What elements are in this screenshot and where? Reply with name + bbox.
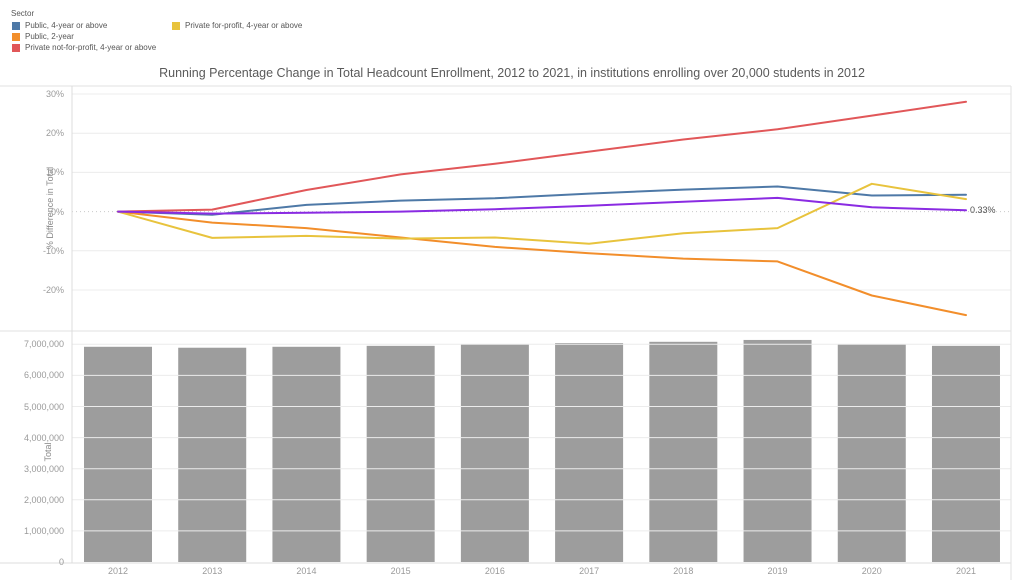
bar-2018[interactable] bbox=[649, 341, 718, 562]
line-chart-y-tick-label: -10% bbox=[42, 245, 64, 256]
line-series-private-not-for-profit-4-year-or-above[interactable] bbox=[117, 100, 967, 213]
bar-chart-y-tick-label: 7,000,000 bbox=[23, 339, 64, 350]
x-axis-year-label: 2018 bbox=[673, 566, 694, 576]
line-series-public-4-year-or-above[interactable] bbox=[117, 185, 967, 216]
x-axis-year-label: 2019 bbox=[767, 566, 788, 576]
legend-item-private-for-profit-4-year-or-above[interactable]: Private for-profit, 4-year or above bbox=[172, 20, 302, 31]
bar-chart-y-tick-label: 3,000,000 bbox=[23, 463, 64, 474]
bar-2017[interactable] bbox=[555, 343, 624, 562]
bar-chart-y-tick-label: 6,000,000 bbox=[23, 370, 64, 381]
bar-chart-y-tick-label: 4,000,000 bbox=[23, 432, 64, 443]
legend-item-label: Private not-for-profit, 4-year or above bbox=[25, 43, 157, 52]
legend-column-1: Public, 4-year or above Public, 2-year Pri… bbox=[12, 20, 156, 53]
legend-item-label: Public, 4-year or above bbox=[25, 21, 108, 30]
legend-column-2: Private for-profit, 4-year or above bbox=[172, 20, 302, 31]
x-axis-year-label: 2017 bbox=[579, 566, 600, 576]
chart-title: Running Percentage Change in Total Headc… bbox=[159, 66, 865, 80]
legend-item-public-2-year[interactable]: Public, 2-year bbox=[12, 31, 156, 42]
line-chart-y-tick-label: -20% bbox=[42, 285, 64, 295]
legend-swatch bbox=[12, 21, 20, 30]
legend-swatch bbox=[172, 21, 180, 30]
legend-title: Sector bbox=[11, 9, 35, 18]
x-axis-year-label: 2014 bbox=[296, 566, 317, 576]
legend-swatch bbox=[12, 32, 20, 41]
bar-chart-y-tick-label: 1,000,000 bbox=[23, 525, 64, 536]
bar-2021[interactable] bbox=[931, 345, 1000, 562]
x-axis-year-label: 2021 bbox=[955, 566, 976, 576]
bar-2014[interactable] bbox=[272, 346, 341, 562]
legend-item-private-not-for-profit-4-year-or-above[interactable]: Private not-for-profit, 4-year or above bbox=[12, 42, 156, 53]
bar-2012[interactable] bbox=[84, 346, 152, 562]
line-series-private-for-profit-4-year-or-above[interactable] bbox=[117, 182, 967, 245]
bar-2020[interactable] bbox=[837, 344, 906, 562]
line-chart-y-tick-label: 10% bbox=[45, 167, 64, 178]
line-end-value-label: 0.33% bbox=[969, 205, 996, 216]
bar-2015[interactable] bbox=[366, 345, 435, 562]
bar-chart-y-tick-label: 5,000,000 bbox=[23, 401, 64, 412]
legend-item-public-4-year-or-above[interactable]: Public, 4-year or above bbox=[12, 20, 156, 31]
x-axis-year-label: 2015 bbox=[390, 566, 411, 576]
x-axis-year-label: 2013 bbox=[202, 566, 223, 576]
x-axis-year-label: 2012 bbox=[107, 566, 129, 576]
legend-item-label: Public, 2-year bbox=[25, 32, 74, 41]
legend-swatch bbox=[12, 43, 20, 52]
bar-chart-y-tick-label: 2,000,000 bbox=[23, 494, 64, 505]
line-series-public-2-year[interactable] bbox=[117, 210, 967, 317]
x-axis-year-label: 2016 bbox=[484, 566, 505, 576]
bar-chart-y-tick-label: 0 bbox=[58, 557, 64, 567]
legend-item-label: Private for-profit, 4-year or above bbox=[185, 21, 303, 30]
line-chart-y-tick-label: 0% bbox=[50, 206, 64, 217]
line-chart-y-tick-label: 20% bbox=[45, 128, 64, 139]
bar-2013[interactable] bbox=[178, 347, 247, 562]
line-chart-y-tick-label: 30% bbox=[45, 89, 64, 99]
x-axis-year-label: 2020 bbox=[861, 566, 882, 576]
bar-2016[interactable] bbox=[460, 344, 529, 562]
line-series-total[interactable] bbox=[117, 196, 967, 215]
bar-2019[interactable] bbox=[743, 339, 812, 562]
